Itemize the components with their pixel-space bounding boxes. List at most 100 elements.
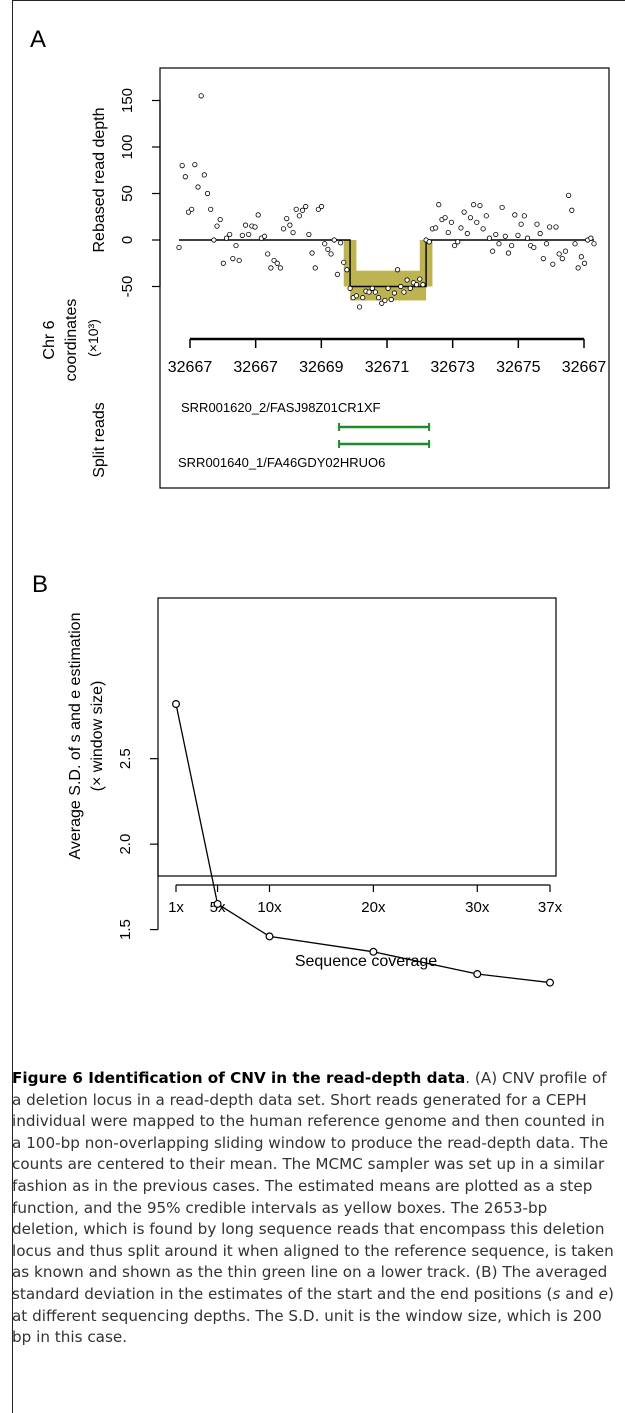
read-depth-point bbox=[483, 213, 489, 219]
read-depth-point bbox=[588, 235, 594, 241]
read-depth-point bbox=[265, 251, 271, 257]
panel-b-x-tick-label: 30x bbox=[465, 899, 490, 916]
read-depth-point bbox=[322, 241, 328, 247]
read-depth-point bbox=[379, 300, 385, 306]
read-depth-point bbox=[436, 202, 442, 208]
read-depth-point bbox=[176, 244, 182, 251]
read-depth-point bbox=[490, 248, 496, 254]
read-depth-point bbox=[369, 285, 375, 291]
sd-series-point bbox=[473, 970, 482, 979]
sd-series-point bbox=[213, 899, 222, 908]
read-depth-point bbox=[398, 283, 404, 290]
read-depth-point bbox=[284, 216, 290, 222]
read-depth-point bbox=[223, 235, 230, 241]
split-read-1-label: SRR001620_2/FASJ98Z01CR1XF bbox=[181, 400, 381, 415]
read-depth-point bbox=[280, 226, 287, 232]
panel-b-y-axis: 1.5 2.0 2.5 bbox=[117, 748, 159, 940]
panel-a-chart: 150 100 50 0 -50 Rebased read depth Chr 6 co… bbox=[41, 67, 610, 489]
read-depth-point bbox=[287, 222, 293, 228]
read-depth-point bbox=[204, 190, 211, 197]
panel-a-y-tick-label: 50 bbox=[119, 185, 136, 202]
read-depth-point bbox=[401, 289, 407, 295]
caption-title: Figure 6 Identification of CNV in the re… bbox=[12, 1069, 466, 1087]
read-depth-point bbox=[353, 293, 360, 299]
split-read-lines bbox=[338, 423, 431, 448]
read-depth-point bbox=[502, 233, 508, 239]
read-depth-point bbox=[220, 260, 226, 266]
read-depth-point bbox=[461, 209, 467, 215]
coord-label-line2: coordinates bbox=[63, 299, 80, 382]
read-depth-point bbox=[217, 216, 223, 223]
read-depth-point bbox=[303, 203, 309, 210]
read-depth-point bbox=[252, 224, 258, 230]
read-depth-point bbox=[360, 295, 366, 301]
read-depth-point bbox=[448, 219, 455, 225]
panel-b-plot-frame bbox=[157, 597, 557, 877]
panel-b-x-tick-label: 1x bbox=[168, 899, 184, 916]
read-depth-point bbox=[477, 202, 483, 209]
read-depth-point bbox=[404, 277, 410, 283]
panel-b-chart: Average S.D. of s and e estimation (× wi… bbox=[67, 597, 563, 987]
sd-series-polyline bbox=[175, 703, 551, 984]
read-depth-point bbox=[293, 206, 299, 212]
sd-series-points bbox=[172, 700, 554, 987]
read-depth-point bbox=[189, 206, 195, 212]
read-depth-point bbox=[344, 267, 350, 273]
read-depth-point bbox=[179, 163, 185, 169]
read-depth-point bbox=[420, 282, 426, 288]
read-depth-point bbox=[572, 241, 578, 247]
read-depth-point bbox=[426, 239, 432, 245]
read-depth-point bbox=[233, 242, 239, 249]
read-depth-point bbox=[581, 260, 588, 266]
read-depth-point bbox=[331, 237, 337, 243]
panel-b-y-label-line1: Average S.D. of s and e estimation bbox=[67, 613, 84, 860]
sd-series-point bbox=[265, 932, 274, 941]
read-depth-point bbox=[433, 225, 439, 231]
sd-series-point bbox=[172, 700, 181, 709]
panel-a-letter: A bbox=[30, 26, 47, 53]
read-depth-point bbox=[455, 239, 461, 245]
read-depth-point bbox=[486, 235, 493, 241]
panel-a-y-axis: 150 100 50 0 -50 bbox=[119, 88, 161, 297]
read-depth-point bbox=[569, 207, 575, 213]
caption-e: e bbox=[598, 1284, 608, 1303]
coordinate-axis: 32667 32667 32669 32671 32673 32675 32667 bbox=[168, 337, 606, 376]
sd-series-point bbox=[369, 947, 378, 956]
read-depth-point bbox=[198, 93, 204, 99]
read-depth-point bbox=[227, 231, 233, 238]
read-depth-point bbox=[591, 241, 597, 247]
read-depth-point bbox=[394, 267, 401, 273]
read-depth-point bbox=[290, 229, 296, 236]
read-depth-point bbox=[556, 251, 562, 257]
read-depth-point bbox=[239, 232, 245, 238]
figure-frame-left bbox=[12, 0, 13, 1413]
read-depth-point bbox=[562, 248, 569, 254]
read-depth-point bbox=[407, 285, 413, 291]
read-depth-point bbox=[575, 265, 581, 271]
read-depth-point bbox=[341, 259, 347, 265]
read-depth-points bbox=[176, 93, 597, 310]
read-depth-point bbox=[208, 206, 214, 212]
read-depth-point bbox=[277, 265, 283, 271]
read-depth-point bbox=[366, 289, 372, 295]
sd-series-point bbox=[545, 978, 554, 987]
read-depth-point bbox=[375, 295, 382, 301]
read-depth-point bbox=[474, 219, 480, 225]
figure-caption: Figure 6 Identification of CNV in the re… bbox=[12, 1068, 615, 1349]
panel-a-y-label: Rebased read depth bbox=[91, 108, 108, 253]
coordinate-tick-label: 32667 bbox=[233, 359, 278, 376]
read-depth-point bbox=[242, 222, 249, 228]
read-depth-point bbox=[467, 215, 474, 221]
read-depth-point bbox=[230, 255, 236, 262]
coordinate-tick-label: 32673 bbox=[430, 359, 475, 376]
read-depth-point bbox=[499, 204, 505, 211]
panel-b-y-tick-label: 2.0 bbox=[117, 834, 134, 855]
read-depth-point bbox=[524, 235, 531, 241]
panel-b-y-label-line2: (× window size) bbox=[89, 681, 106, 792]
read-depth-point bbox=[195, 184, 201, 190]
caption-and: and bbox=[560, 1284, 599, 1303]
panel-b-letter: B bbox=[32, 571, 49, 598]
read-depth-point bbox=[356, 304, 363, 310]
credible-interval-boxes bbox=[343, 240, 433, 301]
read-depth-point bbox=[334, 271, 340, 278]
